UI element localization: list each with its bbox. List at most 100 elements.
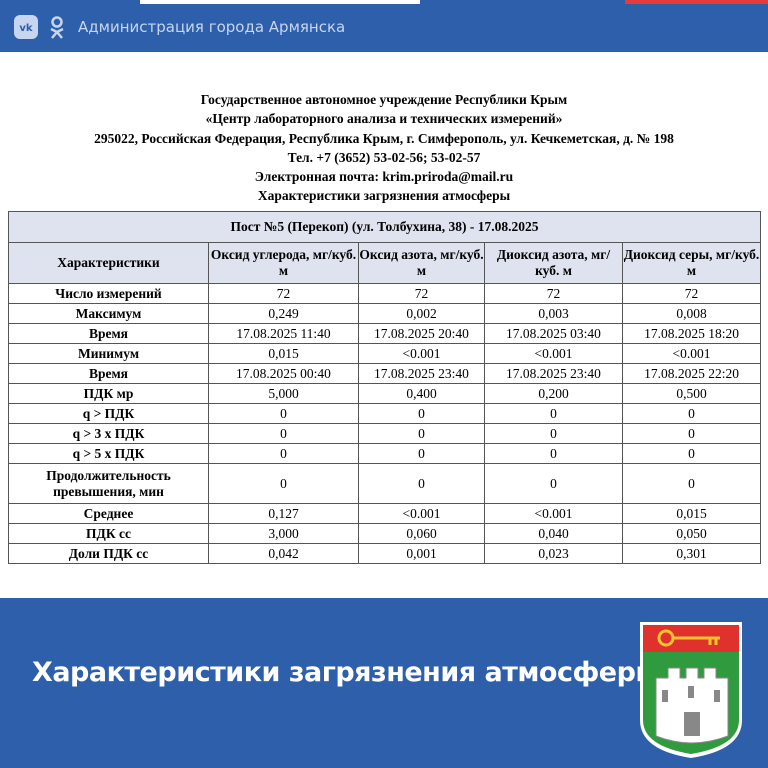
cell: 0,003	[484, 303, 623, 324]
row-label: Продолжительность превышения, мин	[8, 463, 209, 504]
cell: 0	[621, 423, 762, 444]
table-row: Время 17.08.2025 11:40 17.08.2025 20:40 17.…	[8, 323, 762, 344]
cell: 0	[208, 463, 359, 504]
row-label: Доли ПДК сс	[8, 543, 209, 564]
cell: 0	[208, 423, 359, 444]
cell: 72	[358, 283, 485, 304]
cell: 0,400	[358, 383, 485, 404]
table-title: Пост №5 (Перекоп) (ул. Толбухина, 38) - …	[7, 211, 762, 243]
document-header: Государственное автономное учреждение Ре…	[0, 90, 768, 206]
ok-icon[interactable]	[51, 16, 63, 28]
table-row: Время 17.08.2025 00:40 17.08.2025 23:40 17.…	[8, 363, 762, 384]
cell: <0.001	[358, 343, 485, 364]
row-label: Среднее	[8, 503, 209, 524]
cell: 0,127	[208, 503, 359, 524]
column-header: Диоксид азота, мг/куб. м	[484, 242, 623, 284]
cell: 5,000	[208, 383, 359, 404]
cell: 0	[358, 463, 485, 504]
table-row: q > 3 x ПДК 0 0 0 0	[8, 423, 762, 444]
cell: 3,000	[208, 523, 359, 544]
cell: 0	[621, 403, 762, 424]
row-label: q > 5 x ПДК	[8, 443, 209, 464]
cell: 0	[358, 403, 485, 424]
cell: 0	[484, 463, 623, 504]
cell: 0,200	[484, 383, 623, 404]
table-row: q > ПДК 0 0 0 0	[8, 403, 762, 424]
vk-icon[interactable]	[14, 15, 38, 39]
cell: 0	[484, 403, 623, 424]
data-table: Пост №5 (Перекоп) (ул. Толбухина, 38) - …	[7, 211, 762, 564]
footer-title: Характеристики загрязнения атмосферы	[32, 657, 660, 688]
cell: 0	[484, 423, 623, 444]
table-row: Доли ПДК сс 0,042 0,001 0,023 0,301	[8, 543, 762, 564]
cell: 17.08.2025 03:40	[484, 323, 623, 344]
column-header: Характеристики	[8, 242, 209, 284]
table-row: Среднее 0,127 <0.001 <0.001 0,015	[8, 503, 762, 524]
cell: 0,042	[208, 543, 359, 564]
cell: <0.001	[358, 503, 485, 524]
cell: 0	[208, 443, 359, 464]
row-label: Время	[8, 323, 209, 344]
header-line: «Центр лабораторного анализа и техническ…	[205, 111, 563, 127]
cell: 0,001	[358, 543, 485, 564]
cell: 0,023	[484, 543, 623, 564]
cell: <0.001	[621, 343, 762, 364]
column-header: Диоксид серы, мг/куб. м	[621, 242, 762, 284]
row-label: Максимум	[8, 303, 209, 324]
table-row: ПДК сс 3,000 0,060 0,040 0,050	[8, 523, 762, 544]
cell: 72	[208, 283, 359, 304]
cell: <0.001	[484, 343, 623, 364]
row-label: Время	[8, 363, 209, 384]
cell: 72	[621, 283, 762, 304]
cell: 17.08.2025 23:40	[484, 363, 623, 384]
column-header: Оксид углерода, мг/куб. м	[208, 242, 359, 284]
cell: 17.08.2025 00:40	[208, 363, 359, 384]
svg-text:vk: vk	[19, 23, 33, 34]
cell: 72	[484, 283, 623, 304]
table-row: Число измерений 72 72 72 72	[8, 283, 762, 304]
cell: 0,008	[621, 303, 762, 324]
cell: 17.08.2025 23:40	[358, 363, 485, 384]
flag-stripe	[0, 0, 768, 4]
row-label: Число измерений	[8, 283, 209, 304]
cell: 0	[208, 403, 359, 424]
top-title: Администрация города Армянска	[78, 18, 346, 36]
column-header: Оксид азота, мг/куб. м	[358, 242, 485, 284]
row-label: ПДК сс	[8, 523, 209, 544]
cell: 0,002	[358, 303, 485, 324]
cell: 0,040	[484, 523, 623, 544]
cell: 17.08.2025 18:20	[621, 323, 762, 344]
coat-of-arms	[640, 622, 742, 758]
cell: 0,015	[208, 343, 359, 364]
table-title-row: Пост №5 (Перекоп) (ул. Толбухина, 38) - …	[7, 211, 762, 243]
cell: 0	[358, 443, 485, 464]
table-row: ПДК мр 5,000 0,400 0,200 0,500	[8, 383, 762, 404]
cell: 17.08.2025 22:20	[621, 363, 762, 384]
header-line: Электронная почта: krim.priroda@mail.ru	[254, 169, 514, 185]
header-line: Характеристики загрязнения атмосферы	[257, 188, 511, 204]
header-line: 295022, Российская Федерация, Республика…	[94, 130, 674, 146]
cell: 0,060	[358, 523, 485, 544]
cell: 0,015	[621, 503, 762, 524]
cell: 17.08.2025 11:40	[208, 323, 359, 344]
table-row: q > 5 x ПДК 0 0 0 0	[8, 443, 762, 464]
row-label: ПДК мр	[8, 383, 209, 404]
cell: 17.08.2025 20:40	[358, 323, 485, 344]
row-label: q > 3 x ПДК	[8, 423, 209, 444]
cell: 0,050	[621, 523, 762, 544]
cell: <0.001	[484, 503, 623, 524]
table-row: Продолжительность превышения, мин 0 0 0 0	[8, 463, 762, 504]
header-line: Тел. +7 (3652) 53-02-56; 53-02-57	[287, 149, 481, 165]
cell: 0,500	[621, 383, 762, 404]
cell: 0	[358, 423, 485, 444]
cell: 0	[621, 443, 762, 464]
cell: 0,301	[621, 543, 762, 564]
cell: 0,249	[208, 303, 359, 324]
table-row: Минимум 0,015 <0.001 <0.001 <0.001	[8, 343, 762, 364]
row-label: q > ПДК	[8, 403, 209, 424]
row-label: Минимум	[8, 343, 209, 364]
cell: 0	[484, 443, 623, 464]
table-row: Максимум 0,249 0,002 0,003 0,008	[8, 303, 762, 324]
